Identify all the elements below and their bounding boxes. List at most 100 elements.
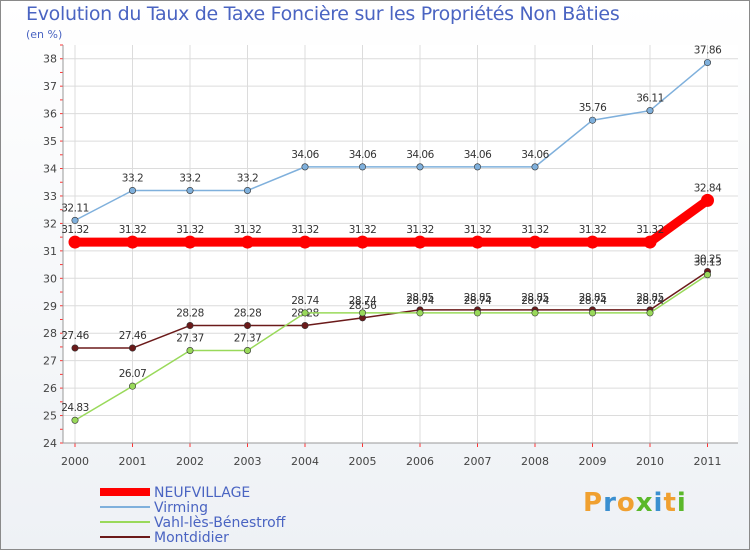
data-point-virming: [416, 163, 424, 171]
data-label-montdidier: 27.46: [61, 330, 89, 342]
data-point-virming: [358, 163, 366, 171]
chart-unit-label: (en %): [26, 28, 63, 41]
data-point-neufvillage: [586, 235, 599, 249]
data-point-virming: [588, 116, 596, 124]
data-label-virming: 33.2: [122, 172, 143, 184]
data-label-vahl-les-benestroff: 28.74: [406, 295, 434, 307]
data-label-vahl-les-benestroff: 28.74: [464, 295, 492, 307]
logo-letter: x: [635, 488, 654, 518]
data-point-neufvillage: [643, 235, 657, 249]
data-label-vahl-les-benestroff: 28.74: [579, 295, 607, 307]
data-label-montdidier: 28.85: [406, 292, 434, 304]
data-point-virming: [703, 59, 711, 67]
data-label-neufvillage: 31.32: [464, 224, 492, 236]
data-point-neufvillage: [413, 235, 427, 249]
x-tick-label: 2003: [234, 455, 262, 468]
data-point-vahl-les-benestroff: [703, 271, 711, 279]
chart-title: Evolution du Taux de Taxe Foncière sur l…: [26, 3, 620, 25]
data-point-virming: [473, 163, 481, 171]
data-point-virming: [186, 186, 194, 194]
data-point-montdidier: [244, 322, 252, 330]
data-label-vahl-les-benestroff: 28.74: [521, 295, 549, 307]
data-label-neufvillage: 32.84: [694, 182, 722, 194]
data-label-virming: 32.11: [61, 202, 89, 214]
x-tick-label: 2004: [291, 455, 319, 468]
proxiti-logo: Proxiti: [583, 488, 687, 518]
data-point-virming: [301, 163, 309, 171]
data-label-vahl-les-benestroff: 28.74: [349, 295, 377, 307]
data-label-vahl-les-benestroff: 28.74: [636, 295, 664, 307]
data-label-vahl-les-benestroff: 28.74: [291, 295, 319, 307]
legend-label-vahl-les-benestroff: Vahl-lès-Bénestroff: [154, 515, 286, 531]
data-label-virming: 34.06: [521, 149, 549, 161]
legend-label-neufvillage: NEUFVILLAGE: [154, 485, 250, 501]
data-point-virming: [244, 186, 252, 194]
data-label-virming: 34.06: [406, 149, 434, 161]
y-tick-label: 34: [43, 163, 57, 176]
x-tick-label: 2009: [579, 455, 607, 468]
data-label-neufvillage: 31.32: [349, 224, 377, 236]
data-point-neufvillage: [298, 235, 312, 249]
data-point-montdidier: [301, 322, 309, 330]
y-tick-label: 25: [43, 410, 57, 423]
y-tick-label: 29: [43, 300, 57, 313]
data-label-neufvillage: 31.32: [119, 224, 147, 236]
legend-label-virming: Virming: [154, 500, 208, 516]
data-label-virming: 34.06: [291, 149, 319, 161]
data-point-neufvillage: [183, 235, 197, 249]
data-label-virming: 34.06: [464, 149, 492, 161]
data-point-vahl-les-benestroff: [646, 309, 654, 317]
data-label-virming: 35.76: [579, 102, 607, 114]
data-label-virming: 33.2: [179, 172, 200, 184]
data-point-neufvillage: [126, 235, 139, 249]
y-tick-label: 33: [43, 190, 57, 203]
data-label-virming: 34.06: [349, 149, 377, 161]
x-tick-label: 2008: [521, 455, 549, 468]
data-label-montdidier: 28.28: [234, 308, 262, 320]
data-point-neufvillage: [471, 235, 484, 249]
data-label-vahl-les-benestroff: 24.83: [61, 402, 89, 414]
data-point-vahl-les-benestroff: [588, 309, 596, 317]
data-point-vahl-les-benestroff: [129, 382, 137, 390]
y-tick-label: 26: [43, 382, 57, 395]
logo-letter: i: [653, 488, 664, 518]
data-point-montdidier: [129, 344, 137, 352]
data-label-montdidier: 28.85: [464, 292, 492, 304]
data-point-virming: [129, 186, 137, 194]
data-label-vahl-les-benestroff: 27.37: [234, 332, 262, 344]
y-tick-label: 27: [43, 355, 57, 368]
y-tick-label: 24: [43, 437, 57, 450]
y-tick-label: 37: [43, 80, 57, 93]
y-tick-label: 32: [43, 217, 57, 230]
logo-letter: t: [663, 488, 677, 518]
data-label-montdidier: 28.56: [349, 300, 377, 312]
data-point-montdidier: [71, 344, 79, 352]
data-label-vahl-les-benestroff: 26.07: [119, 368, 147, 380]
data-label-montdidier: 28.85: [636, 292, 664, 304]
data-point-vahl-les-benestroff: [301, 309, 309, 317]
y-tick-label: 31: [43, 245, 57, 258]
data-label-neufvillage: 31.32: [579, 224, 607, 236]
data-point-vahl-les-benestroff: [416, 309, 424, 317]
data-label-vahl-les-benestroff: 30.13: [694, 257, 722, 269]
data-label-montdidier: 28.85: [579, 292, 607, 304]
data-label-montdidier: 28.85: [521, 292, 549, 304]
data-label-neufvillage: 31.32: [521, 224, 549, 236]
x-tick-label: 2001: [119, 455, 147, 468]
data-point-neufvillage: [68, 235, 82, 249]
x-tick-label: 2011: [694, 455, 722, 468]
series-line-virming: [74, 61, 709, 222]
x-tick-label: 2005: [349, 455, 377, 468]
x-tick-label: 2006: [406, 455, 434, 468]
data-point-vahl-les-benestroff: [71, 416, 79, 424]
data-point-neufvillage: [528, 235, 542, 249]
data-point-virming: [646, 107, 654, 115]
data-point-neufvillage: [701, 193, 714, 207]
series-line-vahl-les-benestroff: [74, 273, 709, 421]
data-point-vahl-les-benestroff: [531, 309, 539, 317]
x-tick-label: 2000: [61, 455, 89, 468]
data-label-vahl-les-benestroff: 27.37: [176, 332, 204, 344]
x-tick-label: 2010: [636, 455, 664, 468]
data-label-neufvillage: 31.32: [291, 224, 319, 236]
